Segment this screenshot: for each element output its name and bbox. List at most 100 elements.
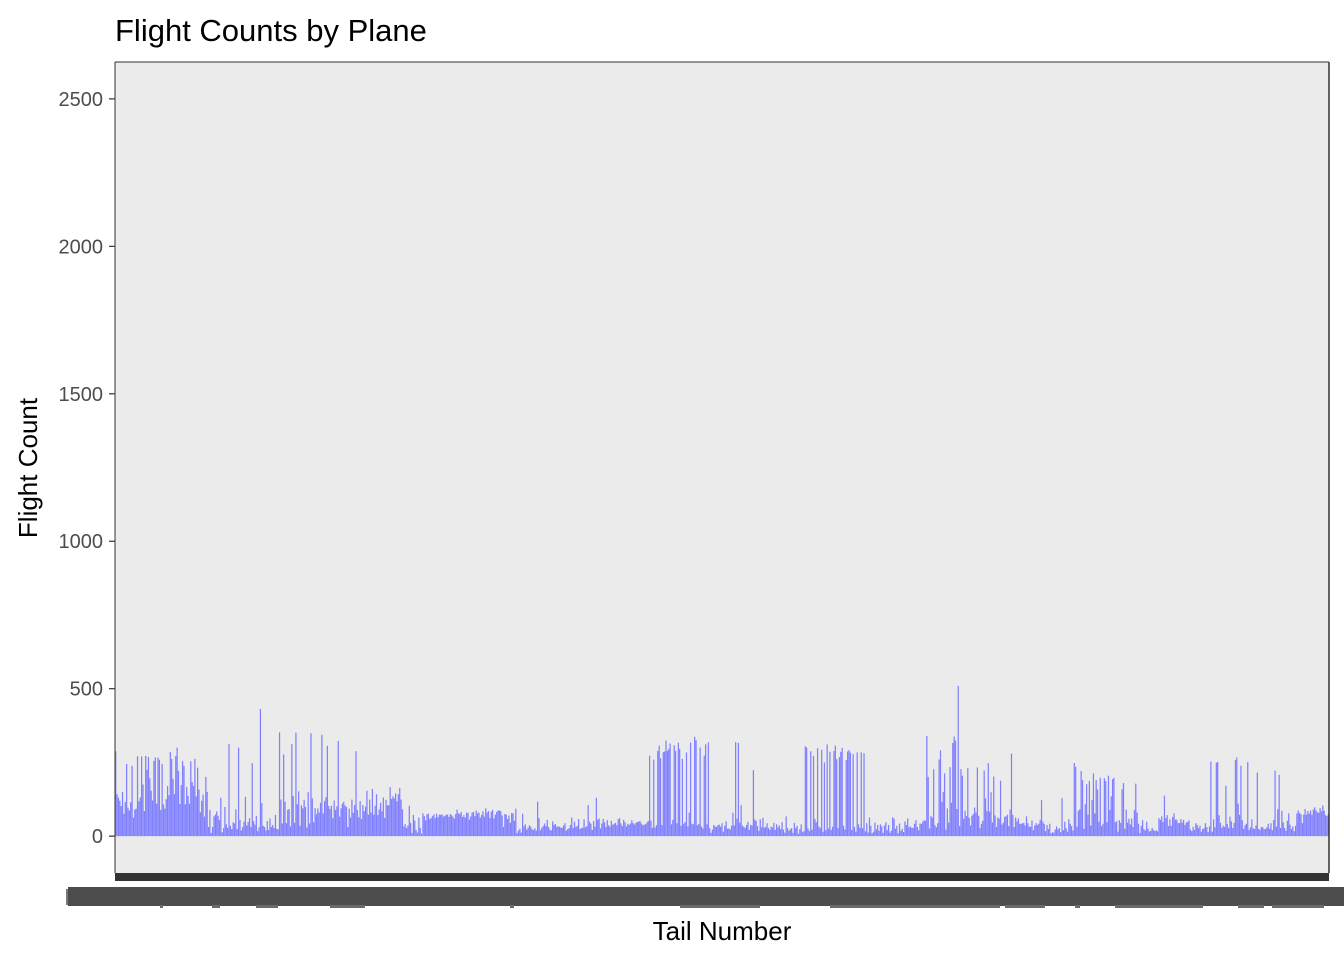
x-tick-label-fragment [830,905,1000,908]
bar [1316,812,1319,837]
bar [841,747,843,837]
bar [732,812,734,837]
bar [702,828,704,837]
bar [333,800,335,837]
bar [1214,827,1216,837]
bar [963,818,965,837]
bar [444,815,446,837]
bar [617,819,619,837]
bar [165,799,167,837]
bar [486,812,488,837]
bar [625,826,628,837]
bar [255,815,257,837]
bar [938,759,940,837]
bar [1075,766,1077,837]
bar [840,751,842,837]
bar [1154,831,1156,837]
bar [968,817,970,837]
bar [897,833,899,837]
bar [474,816,476,837]
bar [339,816,341,837]
bar [195,796,197,837]
bar [649,755,651,837]
bar [976,767,978,837]
bar [1144,830,1146,837]
bar [210,832,212,837]
bar [364,806,367,837]
x-tick-label-fragment [1272,905,1324,908]
bar [306,827,308,837]
bar [1207,832,1209,837]
bar [933,769,935,837]
bar [1013,826,1015,837]
x-tick-label-fragment [160,905,163,908]
bar [483,816,485,837]
bar [313,822,315,837]
bar [1264,829,1267,837]
bar [434,818,436,837]
bar [745,824,748,837]
bar [329,809,331,837]
bar [247,821,249,837]
bar [261,803,263,837]
bar [552,821,554,837]
bar [187,796,189,837]
bar [1223,826,1226,837]
bar [1031,820,1033,837]
bar [896,825,898,837]
bar [354,805,356,837]
bar [724,825,726,837]
bar [728,828,730,837]
bar [800,824,802,837]
bar [786,828,789,837]
bar [885,822,887,837]
bar [737,742,739,837]
bar [519,828,521,837]
bar [251,763,253,837]
bar [175,755,177,837]
bar [806,747,808,837]
bar [176,747,178,837]
bar [437,817,439,837]
bar [491,809,494,837]
bar [669,743,671,837]
bar [423,816,425,837]
bar [770,826,772,837]
plot-panel [115,62,1329,873]
bar [643,824,645,837]
bar [209,809,211,837]
bar [1208,826,1211,837]
bar [756,826,759,837]
bar [658,745,660,837]
bar [837,828,839,837]
bar [494,814,496,837]
bar [379,802,382,837]
bar [1135,783,1137,837]
bar [392,796,394,837]
bar [332,818,334,837]
bar [1045,831,1047,837]
bar [1120,822,1122,837]
bar [322,813,324,837]
x-axis [66,873,1344,908]
bar [1323,810,1325,837]
bar [216,811,218,837]
bar [1215,762,1217,837]
bar [202,794,204,837]
bar [665,740,667,837]
bar [1225,785,1227,837]
bar [497,810,499,837]
bar [750,824,752,837]
bar [1099,777,1101,837]
bar [845,760,847,837]
bar [918,830,920,837]
bar [825,830,827,837]
bar [410,822,412,837]
bar [937,823,939,837]
bar [1005,816,1007,837]
bar [1290,829,1293,837]
bar [623,819,625,837]
bar [169,752,171,837]
bar [419,827,421,837]
bar [1073,763,1075,837]
